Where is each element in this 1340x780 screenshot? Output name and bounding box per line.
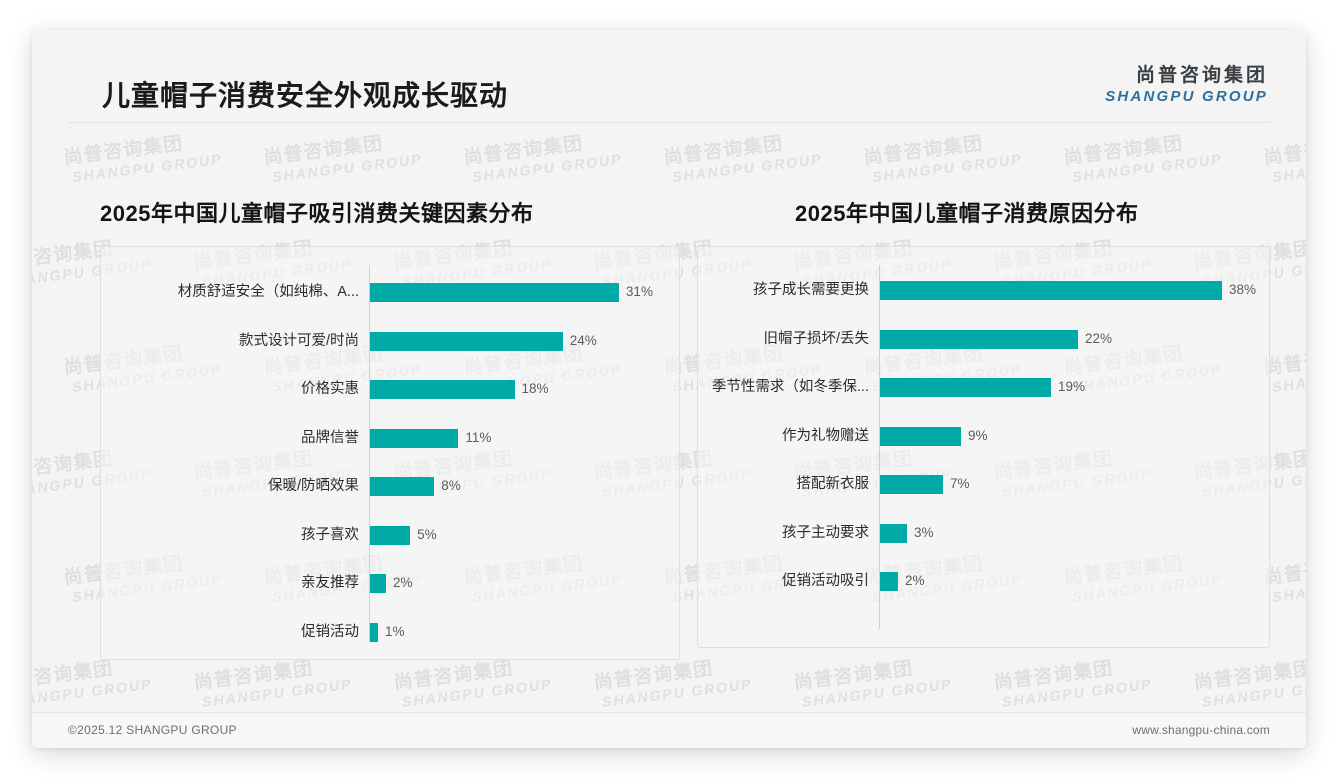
bar-value-label: 9% [968,427,988,443]
slide-canvas: 尚普咨询集团 SHANGPU GROUP 尚普咨询集团 SHANGPU GROUP 尚普… [32,30,1306,748]
bar-value-label: 5% [417,526,437,542]
bar-row[interactable]: 季节性需求（如冬季保... 19% [698,374,1269,400]
bar-segment[interactable] [880,378,1051,397]
chart-panel-left: 2025年中国儿童帽子吸引消费关键因素分布 材质舒适安全（如纯棉、A... 31%… [100,180,680,660]
bar-value-label: 38% [1229,282,1257,297]
bar-category-label: 孩子喜欢 [301,526,359,543]
bar-segment[interactable] [880,281,1222,300]
bar-category-label: 亲友推荐 [301,575,359,591]
bar-segment[interactable] [370,477,435,496]
bar-value-label: 31% [625,284,653,299]
chart-title-left: 2025年中国儿童帽子吸引消费关键因素分布 [100,201,534,226]
bar-category-label: 品牌信誉 [301,429,359,446]
bar-segment[interactable] [880,426,961,446]
bar-category-label: 材质舒适安全（如纯棉、A... [177,284,359,300]
page-title: 儿童帽子消费安全外观成长驱动 [102,80,509,111]
bar-category-label: 价格实惠 [301,381,359,397]
brand-logo: 尚普咨询集团 SHANGPU GROUP [1105,64,1268,107]
bar-value-label: 22% [1085,330,1113,346]
bar-value-label: 7% [950,476,970,491]
bar-segment[interactable] [880,475,943,494]
bar-value-label: 1% [385,623,405,639]
chart-axis-line [879,265,880,629]
bar-segment[interactable] [880,329,1078,349]
chart-card-right: 孩子成长需要更换 38% 旧帽子损坏/丢失 22% 季节性需求（如冬季保... 19% 作为… [697,246,1270,648]
bar-chart-right: 孩子成长需要更换 38% 旧帽子损坏/丢失 22% 季节性需求（如冬季保... 19% 作为… [698,247,1269,647]
bar-row[interactable]: 品牌信誉 11% [101,425,679,451]
bar-value-label: 19% [1058,379,1086,394]
bar-category-label: 款式设计可爱/时尚 [238,332,359,349]
bar-row[interactable]: 作为礼物赠送 9% [698,423,1269,449]
logo-chinese-text: 尚普咨询集团 [1135,65,1268,86]
bar-row[interactable]: 亲友推荐 2% [101,570,679,596]
footer-copyright: ©2025.12 SHANGPU GROUP [68,723,237,737]
bar-segment[interactable] [370,525,411,545]
bar-row[interactable]: 价格实惠 18% [101,376,679,402]
bar-row[interactable]: 促销活动 1% [101,619,679,645]
bar-segment[interactable] [370,283,619,302]
bar-value-label: 18% [521,381,549,396]
bar-value-label: 11% [465,429,492,445]
bar-category-label: 促销活动吸引 [782,573,869,589]
bar-segment[interactable] [370,380,515,399]
chart-title-right: 2025年中国儿童帽子消费原因分布 [795,201,1139,226]
bar-value-label: 8% [441,478,461,493]
bar-segment[interactable] [880,572,898,591]
bar-category-label: 旧帽子损坏/丢失 [763,330,869,347]
bar-segment[interactable] [880,523,907,543]
bar-chart-left: 材质舒适安全（如纯棉、A... 31% 款式设计可爱/时尚 24% 价格实惠 18% 品牌信… [101,247,679,659]
bar-row[interactable]: 搭配新衣服 7% [698,471,1269,497]
bar-value-label: 2% [393,575,413,590]
bar-category-label: 孩子主动要求 [782,524,869,541]
bar-row[interactable]: 款式设计可爱/时尚 24% [101,328,679,354]
header-divider [68,122,1270,123]
bar-row[interactable]: 孩子喜欢 5% [101,522,679,548]
bar-segment[interactable] [370,622,379,642]
bar-category-label: 孩子成长需要更换 [753,282,869,298]
chart-panel-right: 2025年中国儿童帽子消费原因分布 孩子成长需要更换 38% 旧帽子损坏/丢失 22%… [697,180,1270,660]
bar-row[interactable]: 材质舒适安全（如纯棉、A... 31% [101,279,679,305]
bar-segment[interactable] [370,574,387,593]
bar-segment[interactable] [370,428,459,448]
bar-value-label: 24% [569,332,597,348]
bar-row[interactable]: 促销活动吸引 2% [698,568,1269,594]
bar-category-label: 促销活动 [301,623,359,640]
bar-row[interactable]: 孩子主动要求 3% [698,520,1269,546]
bar-category-label: 保暖/防晒效果 [267,478,359,494]
bar-category-label: 季节性需求（如冬季保... [711,379,869,395]
bar-category-label: 作为礼物赠送 [782,427,869,444]
footer-bar: ©2025.12 SHANGPU GROUP www.shangpu-china… [32,712,1306,748]
bar-row[interactable]: 旧帽子损坏/丢失 22% [698,326,1269,352]
bar-segment[interactable] [370,331,563,351]
chart-card-left: 材质舒适安全（如纯棉、A... 31% 款式设计可爱/时尚 24% 价格实惠 18% 品牌信… [100,246,680,660]
footer-website[interactable]: www.shangpu-china.com [1132,723,1270,737]
bar-row[interactable]: 孩子成长需要更换 38% [698,277,1269,303]
bar-row[interactable]: 保暖/防晒效果 8% [101,473,679,499]
bar-value-label: 2% [905,573,925,588]
chart-axis-line [369,265,370,641]
logo-english-text: SHANGPU GROUP [1105,87,1268,105]
bar-category-label: 搭配新衣服 [796,476,870,492]
slide-header: 儿童帽子消费安全外观成长驱动 尚普咨询集团 SHANGPU GROUP [32,30,1306,122]
bar-value-label: 3% [914,524,934,540]
